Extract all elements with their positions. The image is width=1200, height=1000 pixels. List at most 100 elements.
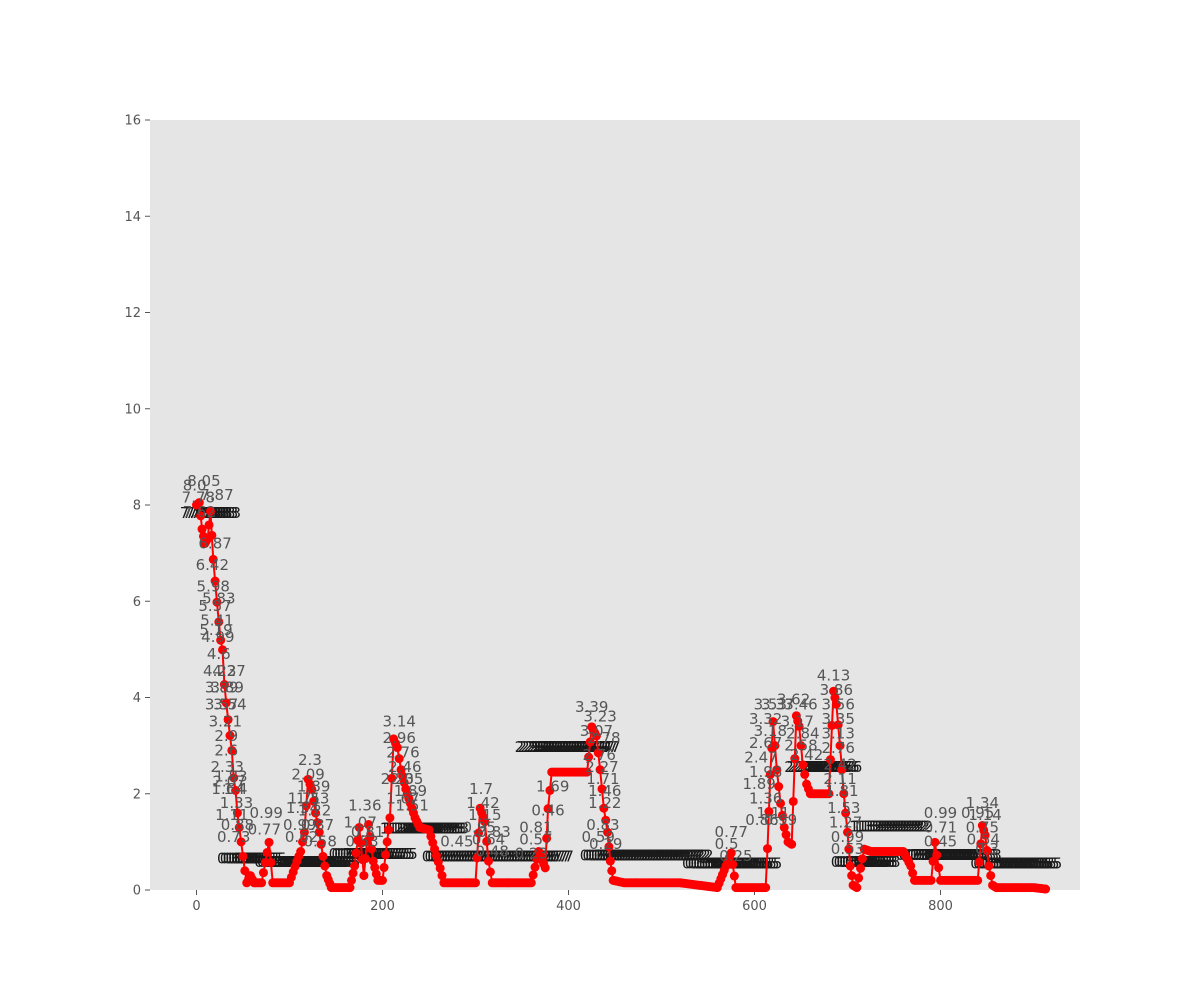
flat-value-label: 7.83: [208, 504, 241, 522]
plot-area: [150, 120, 1080, 890]
x-tick-label: 800: [928, 899, 953, 914]
series-point: [974, 857, 984, 867]
y-tick-label: 4: [133, 691, 141, 706]
flat-value-label: 0.7: [438, 847, 462, 865]
series-point: [607, 866, 617, 876]
series-point: [839, 789, 849, 799]
series-point: [593, 748, 603, 758]
series-point: [364, 820, 374, 830]
data-label: 2.33: [210, 758, 243, 776]
data-label: 4.6: [207, 645, 231, 663]
data-label: 2.05: [390, 770, 423, 788]
flat-value-label: 1.28: [433, 819, 466, 837]
series-point: [543, 804, 553, 814]
flat-value-label: 1.32: [869, 817, 902, 835]
flat-value-label: 0.58: [304, 853, 337, 871]
flat-value-label: 0.55: [1012, 855, 1045, 873]
series-point: [205, 506, 215, 516]
series-point: [761, 883, 771, 893]
flat-value-label: 0.72: [608, 846, 641, 864]
series-point: [841, 808, 851, 818]
flat-value-label: 0.58: [859, 853, 892, 871]
data-label: 3.37: [761, 696, 794, 714]
series-point: [986, 871, 996, 881]
data-label: 1.22: [588, 794, 621, 812]
series-point: [482, 836, 492, 846]
data-label: 1.22: [298, 801, 331, 819]
data-label: 0.53: [345, 833, 378, 851]
data-label: 4.27: [212, 662, 245, 680]
y-tick-label: 12: [124, 306, 141, 321]
series-point: [471, 878, 480, 888]
flat-value-label: 0.55: [685, 855, 718, 873]
flat-value-label: 0.7: [455, 847, 479, 865]
series-point: [1041, 884, 1051, 894]
series-line-segment: [358, 827, 365, 876]
series-point: [214, 617, 224, 627]
series-point: [472, 853, 482, 863]
data-label: 2.58: [784, 736, 817, 754]
flat-value-label: 0.72: [619, 846, 652, 864]
data-label: 1.81: [825, 782, 858, 800]
flat-value-label: 1.32: [894, 817, 927, 835]
flat-value-label: 0.72: [613, 846, 646, 864]
series-point: [833, 720, 843, 730]
series-line-segment: [221, 649, 226, 685]
flat-value-label: 1.28: [385, 819, 418, 837]
flat-value-label: 0.58: [831, 853, 864, 871]
series-point: [843, 827, 852, 837]
data-label: 1.42: [466, 794, 499, 812]
series-point: [485, 867, 495, 877]
data-label: 0.62: [285, 828, 318, 846]
series-point: [585, 737, 595, 747]
flat-value-label: 0.72: [616, 846, 649, 864]
data-label: 2.6: [214, 741, 238, 759]
flat-value-label: 0.55: [1007, 855, 1040, 873]
flat-value-label: 0.7: [500, 847, 524, 865]
data-label: 2.84: [786, 724, 819, 742]
flat-value-label: 0.7: [508, 847, 532, 865]
flat-value-label: 0.7: [447, 847, 471, 865]
flat-value-label: 0.55: [1021, 855, 1054, 873]
flat-value-label: 0.72: [649, 846, 682, 864]
flat-value-label: 0.73: [946, 846, 979, 864]
data-label: 3.89: [210, 679, 243, 697]
series-point: [854, 873, 864, 883]
flat-value-label: 0.72: [661, 846, 694, 864]
series-point: [777, 810, 787, 820]
series-point: [824, 789, 834, 799]
flat-value-label: 0.7: [478, 847, 502, 865]
series-point: [312, 818, 322, 828]
data-label: 0.81: [351, 823, 384, 841]
data-label: 1.89: [394, 782, 427, 800]
series-point: [311, 808, 321, 818]
series-point: [779, 822, 789, 832]
data-label: 0.5: [715, 835, 739, 853]
flat-value-label: 0.7: [491, 847, 515, 865]
flat-value-label: 2.97: [554, 738, 587, 756]
flat-value-label: 0.7: [444, 847, 468, 865]
data-label: 0.48: [476, 842, 509, 860]
flat-value-label: 0.7: [450, 847, 474, 865]
series-point: [345, 883, 355, 893]
series-point: [204, 520, 214, 530]
flat-value-label: 1.32: [852, 817, 885, 835]
data-label: 0.86: [745, 811, 778, 829]
series-line-segment: [764, 848, 769, 888]
data-label: 2.09: [291, 765, 324, 783]
data-label: 0.59: [582, 828, 615, 846]
data-label: 0.3: [975, 840, 999, 858]
flat-value-label: 1.32: [891, 817, 924, 835]
flat-value-label: 0.58: [867, 853, 900, 871]
data-label: 1.7: [469, 780, 493, 798]
data-label: 8.0: [183, 477, 207, 495]
data-label: 1.34: [286, 799, 319, 817]
series-point: [378, 875, 387, 885]
flat-value-label: 0.7: [550, 847, 574, 865]
series-point: [384, 825, 394, 835]
axis-ticks: 0 200 400 600 800 0 2 4 6 8 10 12 14 16: [124, 114, 952, 915]
series-point: [976, 839, 986, 849]
data-label: 4.13: [817, 667, 850, 685]
data-label: 3.14: [383, 712, 416, 730]
flat-value-label: 1.32: [866, 817, 899, 835]
